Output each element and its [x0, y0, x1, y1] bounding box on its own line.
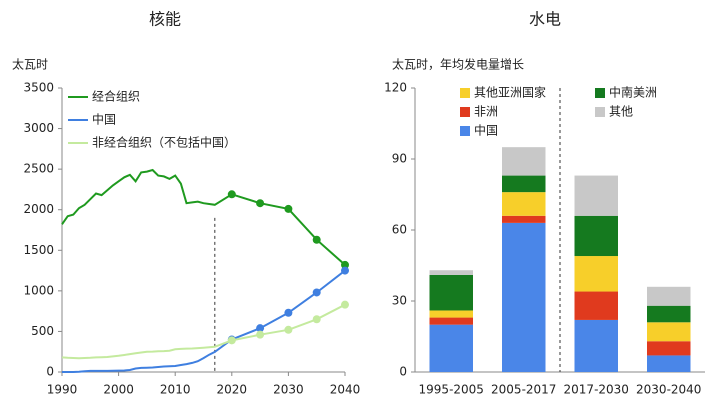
- legend-label: 经合组织: [92, 89, 140, 104]
- legend-swatch: [460, 126, 470, 136]
- bar: [574, 215, 618, 257]
- legend-label: 中南美洲: [609, 85, 657, 100]
- legend-swatch: [460, 88, 470, 98]
- legend-label: 其他亚洲国家: [474, 85, 546, 100]
- y-tick-label: 0: [46, 365, 54, 379]
- line: [61, 303, 346, 360]
- bar: [647, 341, 691, 356]
- bar: [647, 322, 691, 342]
- marker: [284, 308, 293, 317]
- bar: [429, 270, 473, 275]
- marker: [312, 315, 321, 324]
- marker: [256, 330, 265, 339]
- bar: [429, 310, 473, 318]
- y-tick-label: 2500: [23, 162, 54, 176]
- y-tick-label: 60: [392, 223, 407, 237]
- legend-label: 中国: [474, 123, 498, 138]
- legend-swatch: [595, 107, 605, 117]
- bar: [647, 286, 691, 306]
- x-tick-label: 2030: [273, 383, 304, 397]
- x-tick-label: 2017-2030: [564, 383, 629, 397]
- legend-label: 其他: [609, 105, 633, 119]
- y-tick-label: 3000: [23, 121, 54, 135]
- legend-label: 中国: [92, 112, 116, 127]
- bar: [502, 215, 546, 223]
- legend-swatch: [595, 88, 605, 98]
- y-axis-label: 太瓦时: [12, 57, 48, 72]
- marker: [256, 199, 265, 208]
- marker: [312, 235, 321, 244]
- marker: [227, 190, 236, 199]
- y-tick-label: 120: [384, 81, 407, 95]
- line: [61, 168, 346, 266]
- y-axis-label: 太瓦时，年均发电量增长: [392, 57, 524, 72]
- bar: [502, 175, 546, 193]
- y-tick-label: 30: [392, 294, 407, 308]
- marker: [227, 336, 236, 345]
- bar: [502, 192, 546, 216]
- chart-title: 核能: [149, 10, 181, 29]
- x-tick-label: 2005-2017: [491, 383, 556, 397]
- marker: [284, 325, 293, 334]
- bar: [574, 256, 618, 292]
- bar: [574, 291, 618, 320]
- bar: [647, 355, 691, 372]
- y-tick-label: 90: [392, 152, 407, 166]
- y-tick-label: 1000: [23, 283, 54, 297]
- x-tick-label: 1990: [47, 383, 78, 397]
- bar: [574, 319, 618, 372]
- legend-label: 非经合组织（不包括中国）: [92, 135, 236, 150]
- bar: [502, 222, 546, 372]
- marker: [341, 300, 349, 309]
- x-tick-label: 1995-2005: [419, 383, 484, 397]
- y-tick-label: 0: [399, 365, 407, 379]
- bar: [429, 324, 473, 372]
- bar: [574, 175, 618, 216]
- marker: [341, 260, 349, 269]
- line: [62, 269, 346, 373]
- y-tick-label: 2000: [23, 202, 54, 216]
- y-tick-label: 1500: [23, 243, 54, 257]
- x-tick-label: 2010: [160, 383, 191, 397]
- x-tick-label: 2030-2040: [636, 383, 701, 397]
- marker: [256, 324, 265, 333]
- bar: [502, 147, 546, 176]
- marker: [284, 204, 293, 213]
- x-tick-label: 2000: [103, 383, 134, 397]
- y-tick-label: 500: [31, 324, 54, 338]
- legend-swatch: [460, 107, 470, 117]
- bar: [429, 317, 473, 325]
- marker: [341, 266, 349, 275]
- chart-title: 水电: [529, 10, 561, 29]
- bar: [429, 274, 473, 311]
- bar: [647, 305, 691, 323]
- y-tick-label: 3500: [23, 81, 54, 95]
- x-tick-label: 2020: [217, 383, 248, 397]
- legend-label: 非洲: [474, 105, 498, 119]
- x-tick-label: 2040: [330, 383, 361, 397]
- marker: [312, 288, 321, 297]
